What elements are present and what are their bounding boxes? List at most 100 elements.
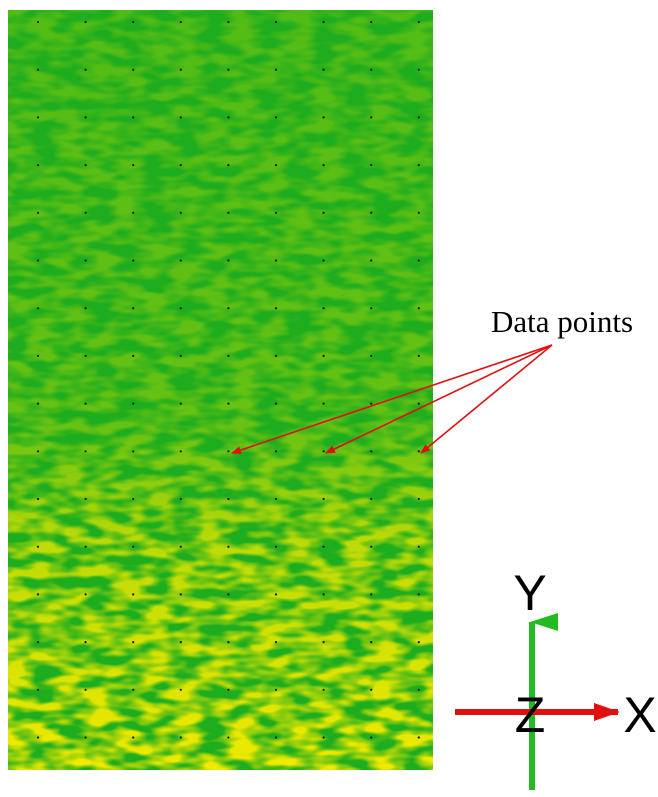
annotation-label: Data points [491,304,633,339]
data-point [132,20,135,24]
data-point [179,20,182,24]
data-point [84,116,87,119]
data-point [84,641,87,644]
data-point [179,641,182,644]
data-point [370,211,373,214]
data-point [179,68,182,71]
data-point [179,354,182,357]
data-point [179,688,182,691]
z-axis-label: Z [515,687,546,743]
data-point [274,307,278,310]
data-point [36,307,40,310]
data-point [84,450,87,453]
data-point [370,307,373,310]
data-point [132,259,135,262]
data-point [36,641,40,644]
data-point [227,354,230,357]
data-point [274,497,278,501]
data-point [132,545,135,548]
data-point [84,497,87,501]
data-point [36,68,40,71]
data-point [227,68,230,71]
data-point [417,211,420,214]
data-point [322,593,325,596]
data-point [132,68,135,71]
data-point [274,736,278,739]
data-point [322,20,325,24]
data-point [179,545,182,548]
data-point [322,736,325,739]
data-point [227,211,230,214]
data-point [179,164,182,167]
data-point [36,354,40,357]
data-point [36,450,40,453]
data-point [227,450,230,453]
data-point [274,641,278,644]
data-point [84,307,87,310]
data-point [370,20,373,24]
data-point [227,307,230,310]
data-point [179,450,182,453]
data-point [322,641,325,644]
data-point [36,736,40,739]
data-point [132,450,135,453]
data-point-grid [36,20,420,739]
data-point [322,402,325,405]
data-point [417,497,420,501]
data-point [370,164,373,167]
data-point [179,736,182,739]
data-point [84,164,87,167]
data-point [370,259,373,262]
x-axis-label: X [623,687,656,743]
y-axis-label: Y [513,565,546,621]
data-point [274,545,278,548]
data-point [227,497,230,501]
data-point [274,211,278,214]
data-point [36,116,40,119]
data-point [274,20,278,24]
data-point [179,402,182,405]
data-point [417,164,420,167]
data-point [179,259,182,262]
data-point [36,211,40,214]
data-point [227,545,230,548]
data-point [132,164,135,167]
data-point [36,545,40,548]
data-point [132,641,135,644]
data-point [227,593,230,596]
data-point [370,68,373,71]
data-point [417,68,420,71]
data-point [322,688,325,691]
data-point [132,354,135,357]
data-point [132,688,135,691]
data-point [274,116,278,119]
data-point [84,736,87,739]
data-point [417,307,420,310]
data-point [132,402,135,405]
data-point [227,402,230,405]
data-point [132,307,135,310]
data-point [84,354,87,357]
data-point [274,688,278,691]
data-point [370,402,373,405]
data-point [417,545,420,548]
data-point [179,116,182,119]
data-point [370,736,373,739]
data-point [84,593,87,596]
data-point [274,68,278,71]
data-point [417,20,420,24]
data-point [274,164,278,167]
data-point [227,259,230,262]
data-point [370,688,373,691]
data-point [274,354,278,357]
annotation-arrows [231,344,553,454]
data-point [179,497,182,501]
data-point [227,20,230,24]
data-point [370,354,373,357]
data-point [227,116,230,119]
data-point [179,307,182,310]
data-point [370,116,373,119]
data-point [417,259,420,262]
axis-triad: Y Z X [455,565,657,790]
